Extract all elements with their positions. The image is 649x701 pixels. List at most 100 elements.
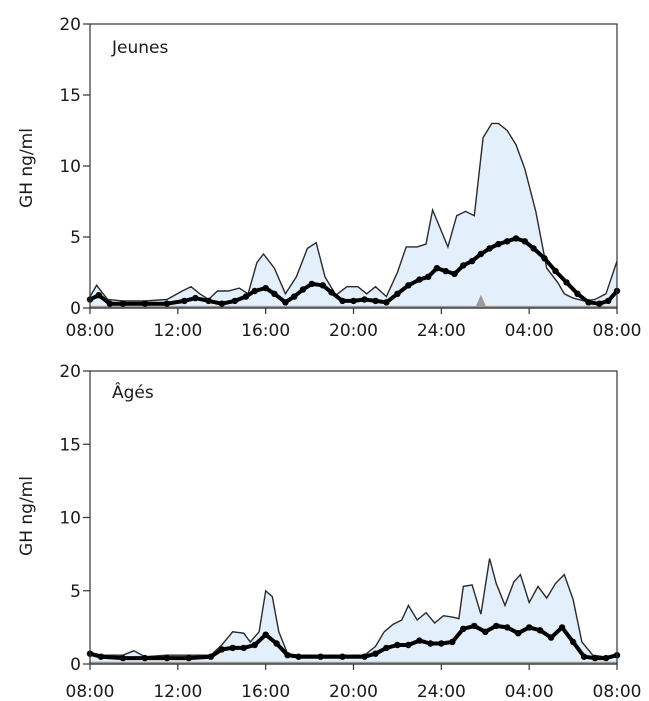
mean-point — [394, 641, 401, 649]
mean-point — [163, 654, 171, 662]
mean-point — [460, 625, 467, 632]
mean-point — [205, 297, 212, 305]
mean-point — [526, 624, 533, 631]
mean-point — [262, 284, 269, 292]
mean-point — [449, 638, 456, 646]
mean-point — [585, 299, 592, 306]
mean-point — [350, 297, 357, 305]
mean-point — [251, 287, 258, 295]
mean-point — [97, 653, 105, 660]
mean-point — [602, 654, 610, 662]
mean-point — [521, 238, 528, 245]
mean-point — [580, 653, 588, 660]
mean-point — [229, 644, 236, 652]
mean-point — [563, 279, 570, 286]
mean-point — [558, 624, 566, 631]
mean-point — [299, 286, 307, 293]
mean-point — [493, 622, 500, 630]
upper-band-area — [90, 558, 617, 664]
mean-point — [552, 267, 559, 275]
y-tick-label: 20 — [59, 15, 81, 35]
mean-point — [468, 257, 476, 265]
x-tick-label: 08:00 — [66, 321, 115, 341]
mean-point — [361, 653, 368, 660]
mean-point — [515, 630, 522, 637]
x-tick-label: 24:00 — [417, 682, 466, 701]
mean-point — [541, 255, 548, 262]
y-tick-label: 10 — [59, 157, 81, 177]
mean-point — [427, 640, 434, 647]
mean-point — [141, 300, 149, 307]
mean-point — [405, 641, 412, 649]
x-tick-label: 08:00 — [593, 321, 642, 341]
mean-point — [282, 299, 289, 306]
mean-point — [181, 297, 188, 305]
y-tick-label: 20 — [59, 362, 81, 382]
mean-point — [372, 297, 379, 305]
x-tick-label: 12:00 — [153, 321, 202, 341]
mean-point — [119, 654, 127, 662]
x-tick-label: 12:00 — [153, 682, 202, 701]
mean-point — [317, 653, 324, 660]
mean-point — [383, 644, 390, 652]
mean-point — [574, 290, 581, 297]
mean-point — [530, 245, 537, 252]
mean-point — [504, 624, 511, 631]
y-axis-label: GH ng/ml — [17, 128, 37, 208]
mean-point — [319, 282, 326, 289]
mean-point — [284, 652, 291, 659]
mean-point — [231, 297, 239, 305]
mean-point — [547, 634, 555, 641]
mean-point — [416, 637, 423, 644]
mean-point — [163, 300, 171, 307]
mean-point — [328, 289, 335, 296]
mean-point — [425, 273, 432, 280]
mean-point — [308, 280, 315, 288]
mean-point — [218, 646, 225, 653]
mean-point — [394, 290, 401, 297]
mean-point — [438, 640, 445, 647]
mean-point — [486, 245, 493, 252]
mean-point — [605, 297, 612, 305]
y-tick-label: 15 — [59, 86, 81, 106]
y-tick-label: 0 — [70, 655, 81, 675]
mean-point — [495, 240, 502, 248]
panel-jeunes: 0 5 10 15 20 08:00 12:00 16:00 20:00 24:00 04:00 08… — [17, 15, 642, 341]
x-tick-label: 16:00 — [241, 682, 290, 701]
mean-point — [240, 644, 247, 652]
mean-point — [106, 300, 114, 307]
mean-point — [477, 250, 485, 258]
mean-point — [262, 631, 269, 638]
mean-point — [141, 654, 149, 662]
mean-point — [591, 654, 599, 662]
mean-point — [192, 294, 199, 302]
mean-point — [251, 641, 258, 649]
y-tick-label: 5 — [70, 228, 81, 248]
mean-point — [291, 293, 298, 300]
mean-point — [242, 293, 250, 300]
mean-point — [433, 265, 441, 272]
panel-label: Jeunes — [111, 38, 168, 58]
mean-point — [536, 627, 544, 634]
mean-point — [512, 235, 520, 242]
y-tick-label: 5 — [70, 582, 81, 602]
mean-point — [372, 650, 379, 657]
mean-point — [273, 640, 280, 647]
y-axis-label: GH ng/ml — [17, 476, 37, 556]
mean-point — [471, 622, 478, 630]
x-tick-label: 08:00 — [593, 682, 642, 701]
mean-point — [95, 292, 103, 299]
x-tick-label: 04:00 — [505, 321, 554, 341]
mean-point — [482, 628, 489, 635]
mean-point — [451, 270, 458, 278]
mean-point — [218, 300, 225, 307]
mean-point — [339, 297, 346, 305]
mean-point — [460, 262, 467, 269]
upper-envelope-line — [89, 122, 618, 302]
y-tick-label: 10 — [59, 509, 81, 529]
x-tick-label: 20:00 — [329, 682, 378, 701]
mean-point — [361, 296, 368, 303]
mean-point — [504, 238, 511, 245]
x-tick-label: 16:00 — [241, 321, 290, 341]
